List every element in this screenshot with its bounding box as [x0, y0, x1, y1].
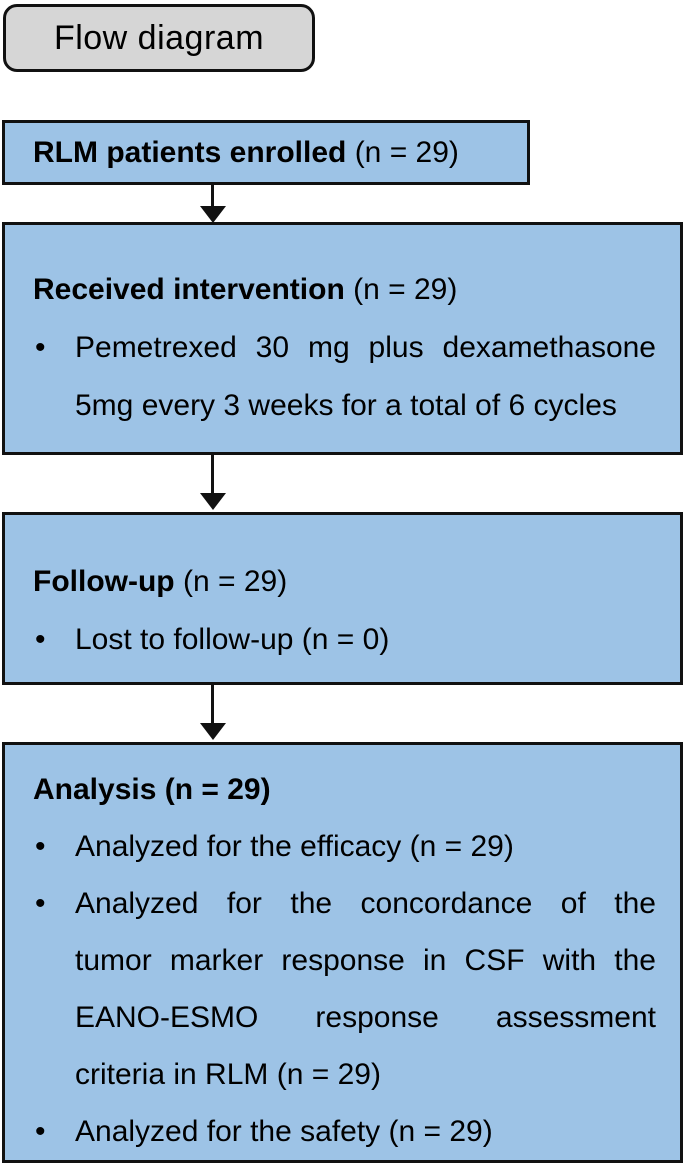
bullet-text: Analyzed for the concordance of the tumo… — [75, 875, 656, 1103]
flow-diagram-tag: Flow diagram — [3, 4, 315, 72]
arrow-down-icon — [199, 453, 226, 510]
bullet-item: • Lost to follow-up (n = 0) — [5, 611, 680, 669]
box-followup-title: Follow-up (n = 29) — [5, 553, 680, 611]
box-analysis-title-bold: Analysis (n = 29) — [33, 773, 271, 806]
bullet-item: • Pemetrexed 30 mg plus dexamethasone 5m… — [5, 319, 680, 435]
arrow-shaft — [211, 453, 214, 493]
box-enrolled-title: RLM patients enrolled (n = 29) — [5, 136, 459, 170]
bullet-line: Analyzed for the efficacy (n = 29) — [75, 830, 514, 863]
bullet-icon: • — [35, 1115, 46, 1148]
bullet-item: • Analyzed for the efficacy (n = 29) — [5, 818, 680, 875]
bullet-text: Analyzed for the safety (n = 29) — [75, 1103, 656, 1160]
arrow-shaft — [211, 683, 214, 723]
arrow-down-icon — [199, 184, 226, 223]
box-followup: Follow-up (n = 29) • Lost to follow-up (… — [2, 512, 683, 685]
bullet-line: Pemetrexed 30 mg plus dexamethasone — [75, 331, 656, 364]
flow-diagram-tag-label: Flow diagram — [53, 18, 265, 57]
box-analysis-title: Analysis (n = 29) — [5, 761, 680, 818]
bullet-line: tumor marker response in CSF with the — [75, 944, 656, 977]
arrow-head — [199, 723, 226, 740]
bullet-line: 5mg every 3 weeks for a total of 6 cycle… — [75, 389, 617, 422]
arrow-head — [199, 493, 226, 510]
bullet-text: Pemetrexed 30 mg plus dexamethasone 5mg … — [75, 319, 656, 435]
box-enrolled-title-count: (n = 29) — [346, 135, 459, 169]
box-intervention: Received intervention (n = 29) • Pemetre… — [2, 222, 683, 455]
bullet-item: • Analyzed for the concordance of the tu… — [5, 875, 680, 1103]
box-analysis: Analysis (n = 29) • Analyzed for the eff… — [2, 742, 683, 1163]
box-enrolled-title-bold: RLM patients enrolled — [33, 135, 347, 169]
bullet-item: • Analyzed for the safety (n = 29) — [5, 1103, 680, 1160]
bullet-line: Lost to follow-up (n = 0) — [75, 623, 390, 656]
box-followup-title-count: (n = 29) — [174, 565, 288, 598]
arrow-down-icon — [199, 683, 226, 740]
box-intervention-title: Received intervention (n = 29) — [5, 261, 680, 319]
bullet-icon: • — [35, 887, 46, 920]
box-enrolled: RLM patients enrolled (n = 29) — [2, 120, 530, 185]
arrow-head — [199, 206, 226, 223]
box-intervention-title-count: (n = 29) — [344, 273, 458, 306]
bullet-line: Analyzed for the concordance of the — [75, 887, 656, 920]
bullet-icon: • — [35, 830, 46, 863]
bullet-text: Analyzed for the efficacy (n = 29) — [75, 818, 656, 875]
bullet-line: EANO-ESMO response assessment — [75, 1001, 656, 1034]
bullet-text: Lost to follow-up (n = 0) — [75, 611, 656, 669]
box-followup-title-bold: Follow-up — [33, 565, 175, 598]
bullet-icon: • — [35, 331, 46, 364]
box-intervention-title-bold: Received intervention — [33, 273, 345, 306]
bullet-line: Analyzed for the safety (n = 29) — [75, 1115, 493, 1148]
arrow-shaft — [211, 184, 214, 206]
bullet-line: criteria in RLM (n = 29) — [75, 1058, 381, 1091]
bullet-icon: • — [35, 623, 46, 656]
